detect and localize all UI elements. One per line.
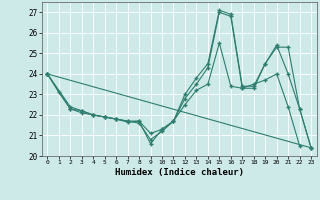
X-axis label: Humidex (Indice chaleur): Humidex (Indice chaleur) <box>115 168 244 177</box>
